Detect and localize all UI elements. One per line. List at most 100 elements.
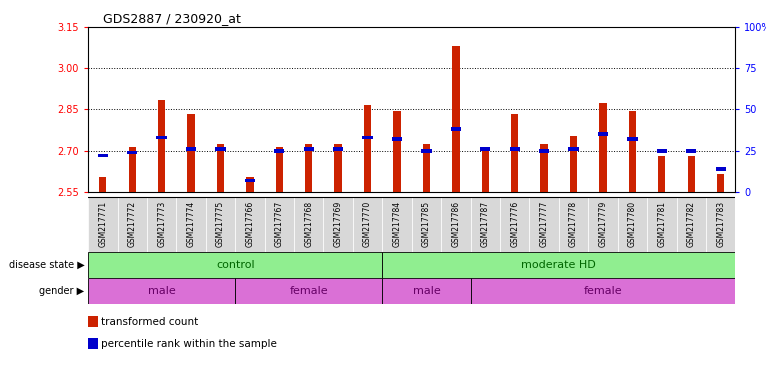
Bar — [246, 177, 254, 192]
Text: GSM217783: GSM217783 — [716, 201, 725, 247]
Text: percentile rank within the sample: percentile rank within the sample — [101, 339, 277, 349]
Text: disease state ▶: disease state ▶ — [8, 260, 84, 270]
Bar — [323, 197, 353, 252]
Text: GSM217775: GSM217775 — [216, 201, 225, 247]
Bar — [127, 151, 137, 154]
Bar — [117, 197, 147, 252]
Bar — [658, 156, 666, 192]
Bar — [568, 147, 578, 151]
Text: GSM217784: GSM217784 — [392, 201, 401, 247]
Bar — [382, 197, 412, 252]
Bar — [470, 197, 500, 252]
Bar — [88, 197, 117, 252]
Text: female: female — [584, 286, 622, 296]
Bar — [559, 197, 588, 252]
Text: GSM217778: GSM217778 — [569, 201, 578, 247]
Bar — [529, 197, 559, 252]
Text: GSM217769: GSM217769 — [334, 201, 342, 247]
Text: GSM217774: GSM217774 — [187, 201, 195, 247]
Bar — [264, 197, 294, 252]
Bar — [706, 197, 735, 252]
Bar — [392, 137, 402, 141]
Text: GSM217776: GSM217776 — [510, 201, 519, 247]
Bar — [176, 197, 206, 252]
Bar — [188, 114, 195, 192]
Bar — [276, 147, 283, 192]
Bar — [245, 179, 255, 182]
Bar — [686, 149, 696, 152]
Text: GSM217768: GSM217768 — [304, 201, 313, 247]
Bar — [158, 100, 165, 192]
Bar — [156, 136, 167, 139]
Bar — [588, 197, 617, 252]
Bar — [382, 278, 470, 304]
Bar — [599, 103, 607, 192]
Bar — [88, 316, 98, 328]
Bar — [482, 147, 489, 192]
Bar — [570, 136, 578, 192]
Text: GSM217777: GSM217777 — [539, 201, 548, 247]
Bar — [364, 105, 372, 192]
Bar — [353, 197, 382, 252]
Bar — [235, 197, 264, 252]
Bar — [715, 167, 726, 171]
Bar — [235, 278, 382, 304]
Bar — [129, 147, 136, 192]
Bar — [421, 149, 431, 152]
Text: GSM217770: GSM217770 — [363, 201, 372, 247]
Text: GSM217785: GSM217785 — [422, 201, 431, 247]
Text: GSM217787: GSM217787 — [481, 201, 489, 247]
Bar — [88, 278, 235, 304]
Text: female: female — [290, 286, 328, 296]
Bar — [480, 147, 490, 151]
Bar — [617, 197, 647, 252]
Bar — [423, 144, 430, 192]
Bar — [441, 197, 470, 252]
Text: GSM217773: GSM217773 — [157, 201, 166, 247]
Text: GSM217781: GSM217781 — [657, 201, 666, 247]
Text: transformed count: transformed count — [101, 316, 198, 326]
Bar — [509, 147, 520, 151]
Bar — [412, 197, 441, 252]
Bar — [147, 197, 176, 252]
Bar — [647, 197, 676, 252]
Bar — [382, 252, 735, 278]
Bar — [717, 174, 725, 192]
Bar — [215, 147, 226, 151]
Bar — [362, 136, 373, 139]
Bar — [597, 132, 608, 136]
Bar — [500, 197, 529, 252]
Text: male: male — [148, 286, 175, 296]
Text: male: male — [413, 286, 440, 296]
Bar — [186, 147, 196, 151]
Bar — [470, 278, 735, 304]
Bar — [274, 149, 284, 152]
Text: GSM217782: GSM217782 — [687, 201, 696, 247]
Bar — [88, 338, 98, 349]
Bar — [450, 127, 461, 131]
Bar — [676, 197, 706, 252]
Text: gender ▶: gender ▶ — [39, 286, 84, 296]
Text: moderate HD: moderate HD — [522, 260, 596, 270]
Bar — [99, 177, 106, 192]
Text: GSM217772: GSM217772 — [128, 201, 136, 247]
Bar — [656, 149, 667, 152]
Bar — [305, 144, 313, 192]
Bar — [511, 114, 519, 192]
Bar — [539, 149, 549, 152]
Bar — [303, 147, 314, 151]
Bar — [335, 144, 342, 192]
Bar — [294, 197, 323, 252]
Bar — [206, 197, 235, 252]
Text: GSM217779: GSM217779 — [598, 201, 607, 247]
Text: control: control — [216, 260, 254, 270]
Bar — [688, 156, 695, 192]
Bar — [629, 111, 636, 192]
Text: GDS2887 / 230920_at: GDS2887 / 230920_at — [103, 12, 241, 25]
Bar — [393, 111, 401, 192]
Bar — [627, 137, 637, 141]
Bar — [333, 147, 343, 151]
Bar — [452, 46, 460, 192]
Text: GSM217766: GSM217766 — [245, 201, 254, 247]
Text: GSM217786: GSM217786 — [451, 201, 460, 247]
